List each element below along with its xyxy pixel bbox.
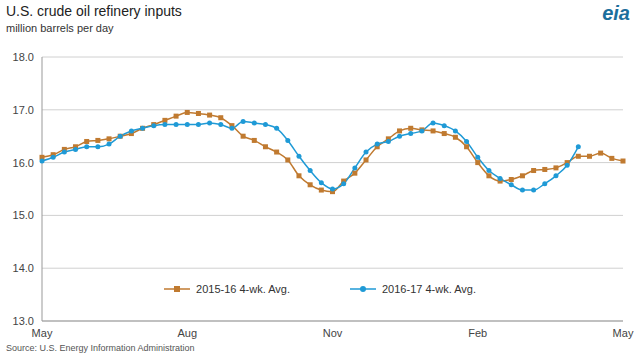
svg-text:Aug: Aug [177, 327, 197, 339]
svg-text:May: May [613, 327, 632, 339]
svg-text:May: May [32, 327, 53, 339]
svg-text:15.0: 15.0 [13, 209, 34, 221]
svg-text:Nov: Nov [323, 327, 343, 339]
html-text:U.S. crude oil refinery inputs: U.S. crude oil refinery inputs [6, 3, 182, 19]
html-text:million barrels per day: million barrels per day [6, 22, 114, 34]
svg-text:14.0: 14.0 [13, 262, 34, 274]
svg-text:18.0: 18.0 [13, 51, 34, 63]
html-text:2015-16 4-wk. Avg.: 2015-16 4-wk. Avg. [196, 283, 290, 295]
html-text:Source: U.S. Energy Informatio: Source: U.S. Energy Information Administ… [6, 343, 195, 353]
svg-text:17.0: 17.0 [13, 104, 34, 116]
html-text:eia: eia [602, 2, 630, 24]
html-text:2016-17 4-wk. Avg.: 2016-17 4-wk. Avg. [382, 283, 476, 295]
svg-text:16.0: 16.0 [13, 157, 34, 169]
svg-text:13.0: 13.0 [13, 315, 34, 327]
svg-text:Feb: Feb [468, 327, 487, 339]
